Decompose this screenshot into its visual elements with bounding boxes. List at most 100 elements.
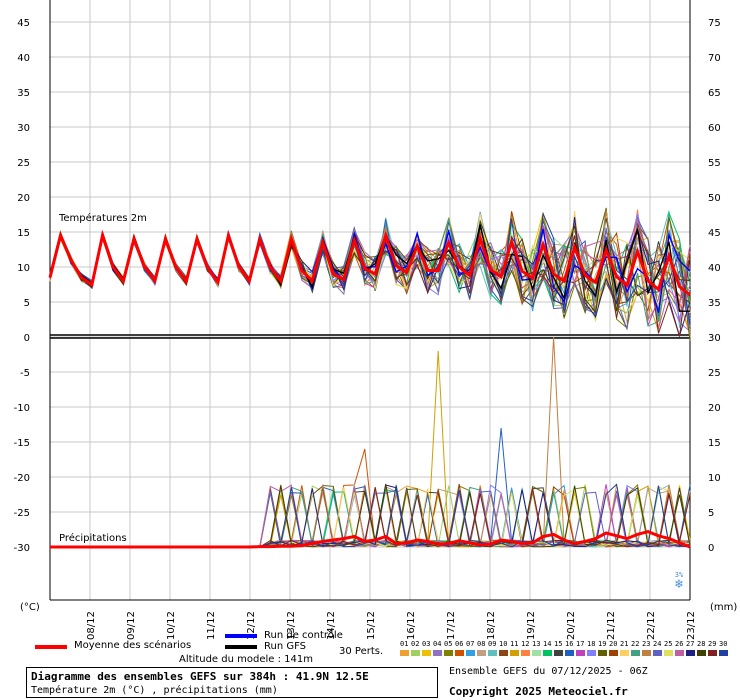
pert-legend-swatch (455, 650, 464, 656)
copyright-label: Copyright 2025 Meteociel.fr (449, 685, 628, 698)
pert-legend-swatch (411, 650, 420, 656)
pert-legend-swatch (554, 650, 563, 656)
pert-legend-label: 29 (708, 640, 717, 648)
footer-info-box: Diagramme des ensembles GEFS sur 384h : … (26, 667, 438, 698)
pert-legend-label: 24 (653, 640, 662, 648)
x-tick-label: 17/12 (446, 611, 457, 640)
right-tick-label: 55 (708, 158, 721, 169)
pert-legend-swatch (708, 650, 717, 656)
left-tick-label: 5 (24, 298, 30, 309)
left-tick-label: -15 (14, 438, 30, 449)
left-tick-label: -10 (14, 403, 30, 414)
pert-legend-label: 25 (664, 640, 673, 648)
right-tick-label: 75 (708, 18, 721, 29)
right-tick-label: 70 (708, 53, 721, 64)
pert-legend-swatch (488, 650, 497, 656)
left-tick-label: 10 (17, 263, 30, 274)
right-tick-label: 30 (708, 333, 721, 344)
pert-legend-label: 09 (488, 640, 497, 648)
pert-legend-swatch (598, 650, 607, 656)
control-legend-label: Run de contrôle (264, 630, 343, 641)
pert-legend-label: 15 (554, 640, 563, 648)
x-tick-label: 14/12 (326, 611, 337, 640)
pert-legend-label: 08 (477, 640, 486, 648)
left-tick-label: 40 (17, 53, 30, 64)
pert-legend-swatch (609, 650, 618, 656)
mean-series (48, 229, 691, 549)
left-tick-label: -5 (20, 368, 30, 379)
pert-legend-swatch (543, 650, 552, 656)
pert-legend-label: 28 (697, 640, 706, 648)
footer-title: Diagramme des ensembles GEFS sur 384h : … (31, 670, 369, 683)
left-tick-label: 0 (24, 333, 30, 344)
x-tick-label: 10/12 (166, 611, 177, 640)
snow-percent: 3% (674, 571, 684, 579)
right-tick-label: 25 (708, 368, 721, 379)
x-tick-label: 08/12 (86, 611, 97, 640)
gfs-legend-label: Run GFS (264, 641, 307, 652)
pert-legend-label: 17 (576, 640, 585, 648)
gfs-legend-swatch (225, 645, 257, 649)
right-tick-label: 40 (708, 263, 721, 274)
pert-legend-label: 30 (719, 640, 728, 648)
snowflake-icon: ❄ (675, 577, 683, 592)
pert-legend-label: 13 (532, 640, 541, 648)
right-tick-label: 0 (708, 543, 714, 554)
x-tick-label: 13/12 (286, 611, 297, 640)
pert-legend-swatch (576, 650, 585, 656)
pert-legend-swatch (444, 650, 453, 656)
x-axis-ticks: 08/12 09/12 10/12 11/12 12/12 13/12 14/12 15/12… (86, 611, 697, 640)
right-tick-label: 65 (708, 88, 721, 99)
right-tick-label: 10 (708, 473, 721, 484)
x-tick-label: 21/12 (606, 611, 617, 640)
pert-legend-swatch (697, 650, 706, 656)
pert-legend-swatch (642, 650, 651, 656)
temp-panel-label: Températures 2m (58, 212, 147, 224)
pert-legend-swatch (565, 650, 574, 656)
right-tick-label: 35 (708, 298, 721, 309)
pert-legend-label: 23 (642, 640, 651, 648)
pert-legend-label: 21 (620, 640, 629, 648)
pert-legend-label: 12 (521, 640, 530, 648)
right-tick-label: 5 (708, 508, 714, 519)
pert-legend-label: 16 (565, 640, 574, 648)
pert-legend-swatch (686, 650, 695, 656)
right-tick-label: 50 (708, 193, 721, 204)
pert-legend-label: 11 (510, 640, 519, 648)
pert-legend-swatch (631, 650, 640, 656)
pert-legend-swatch (433, 650, 442, 656)
left-tick-label: -20 (14, 473, 30, 484)
left-tick-label: 45 (17, 18, 30, 29)
right-tick-label: 20 (708, 403, 721, 414)
pert-legend-swatch (477, 650, 486, 656)
pert-legend-swatch (653, 650, 662, 656)
x-tick-label: 18/12 (486, 611, 497, 640)
pert-legend-swatch (719, 650, 728, 656)
left-tick-label: 35 (17, 88, 30, 99)
left-tick-label: 15 (17, 228, 30, 239)
x-tick-label: 12/12 (246, 611, 257, 640)
snow-probability: 3% ❄ (672, 571, 686, 591)
pert-legend-label: 05 (444, 640, 453, 648)
precip-mean-line (50, 530, 691, 549)
x-tick-label: 19/12 (526, 611, 537, 640)
pert-legend-label: 03 (422, 640, 431, 648)
control-legend-swatch (225, 634, 257, 638)
x-tick-label: 22/12 (646, 611, 657, 640)
pert-legend-swatch (587, 650, 596, 656)
pert-legend-swatch (422, 650, 431, 656)
left-tick-label: 25 (17, 158, 30, 169)
pert-legend-swatch (664, 650, 673, 656)
pert-legend-swatch (510, 650, 519, 656)
footer-subtitle: Température 2m (°C) , précipitations (mm… (31, 685, 278, 696)
x-tick-label: 11/12 (206, 611, 217, 640)
x-tick-label: 23/12 (686, 611, 697, 640)
precip-panel-label: Précipitations (59, 532, 127, 544)
pert-legend-swatch (499, 650, 508, 656)
right-unit-label: (mm) (710, 602, 737, 613)
left-tick-label: 20 (17, 193, 30, 204)
x-tick-label: 20/12 (566, 611, 577, 640)
pert-legend-label: 19 (598, 640, 607, 648)
